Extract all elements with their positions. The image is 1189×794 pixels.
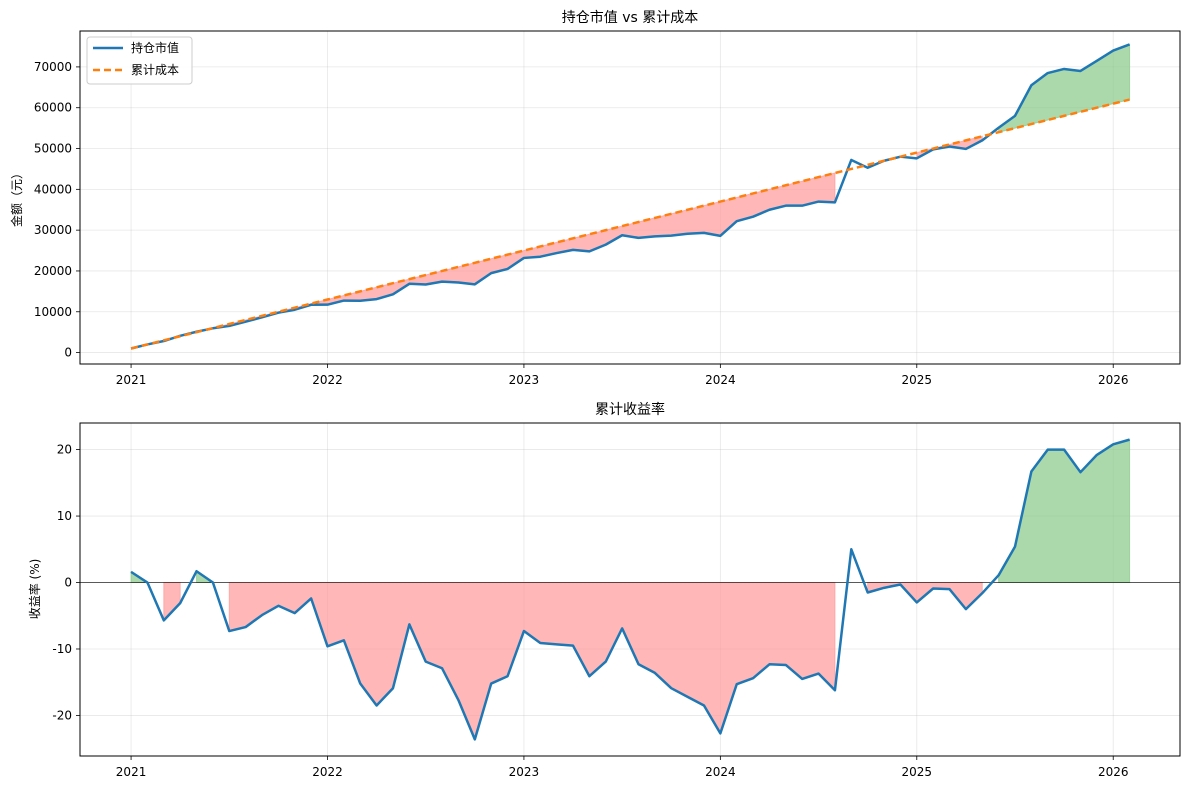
y-tick-label: 10 xyxy=(57,509,72,523)
x-tick-label: 2022 xyxy=(312,373,343,387)
plot-frame xyxy=(79,30,1181,365)
market-value-chart: 持仓市值 vs 累计成本 2021 2022 2023 2024 2025 2026 0 1… xyxy=(9,9,1181,387)
chart-title: 累计收益率 xyxy=(595,401,665,418)
x-tick-label: 2022 xyxy=(312,765,343,779)
x-tick-label: 2024 xyxy=(705,765,736,779)
chart-title: 持仓市值 vs 累计成本 xyxy=(562,9,698,26)
series-line xyxy=(130,43,1131,350)
legend-label-cumulative-cost: 累计成本 xyxy=(131,63,179,77)
x-tick-label: 2025 xyxy=(902,765,933,779)
y-tick-label: 0 xyxy=(64,576,72,590)
x-tick-label: 2026 xyxy=(1098,373,1129,387)
y-axis-ticks: 0 10000 20000 30000 40000 50000 60000 70000 xyxy=(34,60,80,360)
x-tick-label: 2021 xyxy=(116,373,147,387)
x-tick-label: 2025 xyxy=(902,373,933,387)
return-rate-chart: 累计收益率 2021 2022 2023 2024 2025 2026 -20 -10 0 10… xyxy=(27,401,1181,779)
legend: 持仓市值 累计成本 xyxy=(86,36,193,85)
plot-frame xyxy=(79,422,1181,757)
y-tick-label: 70000 xyxy=(34,60,72,74)
x-tick-label: 2023 xyxy=(509,373,540,387)
y-axis-label: 收益率 (%) xyxy=(27,559,42,620)
y-tick-label: 40000 xyxy=(34,182,72,196)
y-tick-label: -10 xyxy=(52,642,72,656)
x-tick-label: 2024 xyxy=(705,373,736,387)
y-axis-ticks: -20 -10 0 10 20 xyxy=(52,443,80,722)
x-axis-ticks: 2021 2022 2023 2024 2025 2026 xyxy=(116,364,1129,387)
y-tick-label: -20 xyxy=(52,708,72,722)
y-tick-label: 10000 xyxy=(34,305,72,319)
y-tick-label: 0 xyxy=(64,346,72,360)
series-lines xyxy=(130,43,1131,350)
x-tick-label: 2026 xyxy=(1098,765,1129,779)
y-tick-label: 30000 xyxy=(34,223,72,237)
series-line xyxy=(130,98,1130,350)
y-tick-label: 20000 xyxy=(34,264,72,278)
y-tick-label: 60000 xyxy=(34,101,72,115)
y-axis-label: 金额（元） xyxy=(9,167,24,227)
x-tick-label: 2023 xyxy=(509,765,540,779)
x-axis-ticks: 2021 2022 2023 2024 2025 2026 xyxy=(116,756,1129,779)
y-tick-label: 20 xyxy=(57,443,72,457)
legend-label-market-value: 持仓市值 xyxy=(131,40,179,55)
x-tick-label: 2021 xyxy=(116,765,147,779)
grid xyxy=(80,31,1180,364)
series-lines xyxy=(130,438,1130,741)
series-line xyxy=(130,438,1130,741)
y-tick-label: 50000 xyxy=(34,142,72,156)
